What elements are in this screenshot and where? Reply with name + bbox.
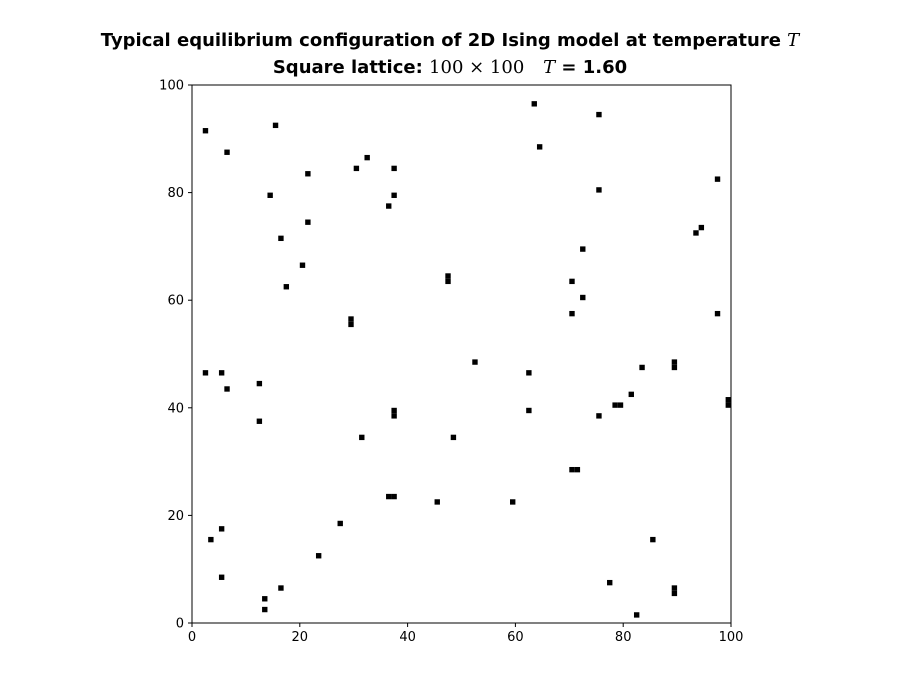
- lattice-size: 100 × 100: [429, 57, 525, 78]
- spin-cell: [348, 321, 354, 328]
- x-tick-label: 0: [188, 630, 196, 645]
- spin-cell: [256, 418, 263, 424]
- spin-cell: [580, 294, 586, 301]
- x-tick-label: 80: [615, 630, 632, 645]
- spin-cell: [305, 219, 311, 225]
- y-axis: 0 20 40 60 80 100: [159, 79, 192, 632]
- spin-cell: [714, 310, 721, 317]
- spin-cell: [353, 165, 360, 172]
- lattice-label: Square lattice:: [272, 57, 430, 78]
- spin-cell: [434, 499, 440, 505]
- spin-cell: [218, 574, 225, 580]
- spin-cell: [628, 391, 634, 398]
- x-axis: 0 20 40 60 80 100: [188, 623, 744, 645]
- spin-cell: [596, 187, 602, 193]
- spin-cell: [450, 434, 457, 441]
- spin-cell: [526, 407, 532, 414]
- spin-cell: [337, 520, 343, 527]
- spin-cell: [569, 278, 575, 285]
- spin-cell: [472, 359, 478, 365]
- x-tick-label: 100: [719, 630, 744, 645]
- spin-cell: [256, 380, 263, 387]
- spin-cell: [218, 526, 225, 532]
- spin-cell: [536, 144, 543, 150]
- y-tick-label: 0: [176, 617, 184, 632]
- spin-cell: [569, 466, 575, 473]
- spin-cell: [617, 402, 624, 408]
- spin-cell: [224, 149, 230, 155]
- spin-cell: [633, 612, 640, 618]
- spin-cell: [531, 101, 537, 107]
- spin-cell: [267, 192, 273, 198]
- spin-cell: [714, 176, 721, 182]
- spin-cell: [580, 246, 586, 252]
- spin-cell: [218, 370, 225, 376]
- spin-cell: [510, 499, 516, 505]
- temperature-value: = 1.60: [555, 57, 628, 78]
- spin-cell: [262, 596, 268, 602]
- spin-cell: [569, 310, 575, 317]
- spin-cell: [224, 386, 230, 392]
- spin-cell: [725, 402, 731, 408]
- spin-cell: [596, 413, 602, 419]
- spin-cell: [574, 466, 581, 473]
- y-tick-label: 20: [167, 509, 184, 524]
- spin-cell: [202, 370, 209, 376]
- spin-cell: [305, 171, 311, 177]
- plot-frame: [191, 84, 732, 624]
- chart-title-line-1: Typical equilibrium configuration of 2D …: [0, 30, 900, 51]
- spin-cell: [612, 402, 618, 408]
- x-tick-label: 20: [292, 630, 309, 645]
- spin-cell: [526, 370, 532, 376]
- temperature-symbol: T: [787, 30, 800, 51]
- x-tick-label: 60: [507, 630, 524, 645]
- title-text: Typical equilibrium configuration of 2D …: [100, 30, 788, 51]
- spin-cell: [283, 284, 290, 290]
- spin-cell: [391, 192, 397, 198]
- spin-cell: [348, 316, 354, 322]
- spin-cell: [671, 590, 678, 597]
- spin-cell: [299, 262, 306, 268]
- y-tick-label: 80: [167, 186, 184, 201]
- spin-cell: [272, 122, 279, 129]
- spin-cell: [391, 407, 397, 414]
- spin-cell: [693, 230, 699, 236]
- chart-title-line-2: Square lattice: 100 × 100 T = 1.60: [0, 57, 900, 78]
- x-tick-label: 40: [399, 630, 416, 645]
- spin-cell: [364, 154, 370, 161]
- spin-cell: [698, 224, 705, 231]
- spin-cell: [386, 203, 392, 209]
- spin-cell: [386, 493, 392, 500]
- temperature-symbol-2: T: [543, 57, 556, 78]
- spin-cell: [391, 413, 397, 419]
- spin-cell: [315, 553, 322, 559]
- spin-cell: [725, 397, 731, 403]
- spin-cell: [278, 585, 284, 591]
- spin-cell: [671, 364, 678, 371]
- spin-cell: [208, 536, 214, 543]
- spin-cell: [607, 579, 613, 586]
- spin-cell: [278, 235, 284, 242]
- spin-cell: [391, 493, 397, 500]
- spin-cell: [650, 536, 656, 543]
- spin-cell: [445, 273, 451, 279]
- plot-background: [192, 85, 731, 623]
- y-tick-label: 40: [167, 401, 184, 416]
- spin-cell: [639, 364, 645, 371]
- spin-cell: [445, 278, 451, 285]
- spin-cell: [391, 165, 397, 172]
- spin-cells: [202, 101, 731, 618]
- spin-cell: [596, 111, 602, 118]
- spin-cell: [359, 434, 365, 441]
- y-tick-label: 60: [167, 294, 184, 309]
- y-tick-label: 100: [159, 79, 184, 94]
- spin-cell: [671, 585, 678, 591]
- spin-cell: [671, 359, 678, 365]
- spin-cell: [202, 128, 209, 134]
- spin-cell: [262, 606, 268, 613]
